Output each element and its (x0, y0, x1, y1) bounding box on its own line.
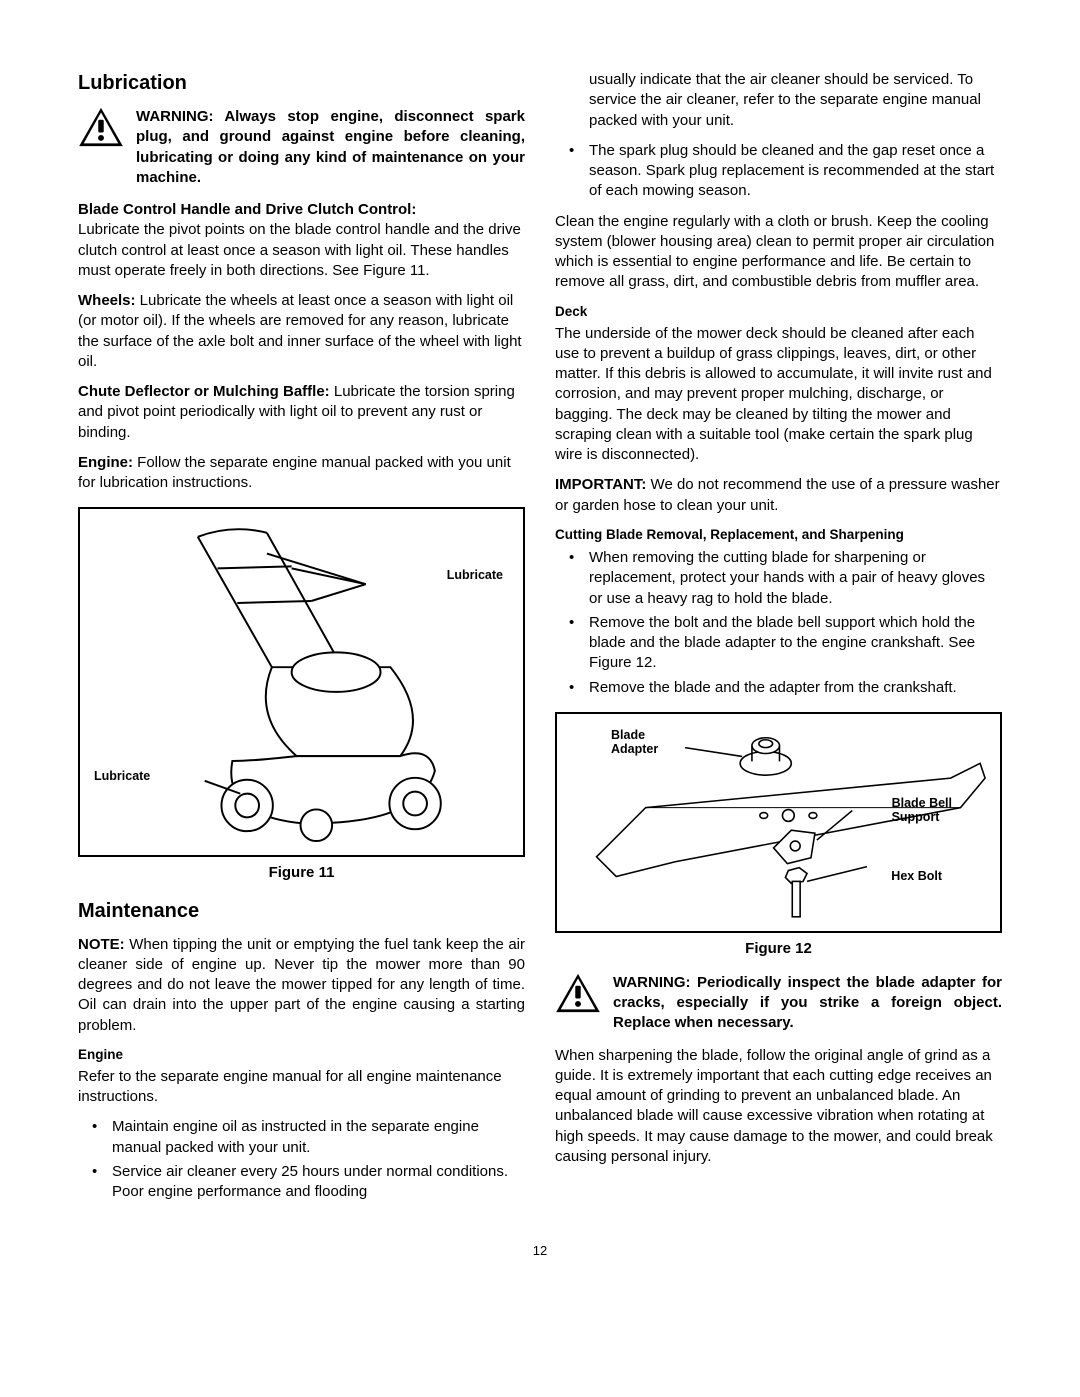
para-deck: The underside of the mower deck should b… (555, 324, 1002, 466)
list-item: Remove the bolt and the blade bell suppo… (555, 613, 1002, 674)
subhead-deck: Deck (555, 303, 1002, 321)
warning-icon (555, 973, 601, 1013)
bold-important: IMPORTANT: (555, 476, 646, 493)
fig11-label-top: Lubricate (447, 567, 503, 584)
para-blade-control: Blade Control Handle and Drive Clutch Co… (78, 200, 525, 281)
label-text: Blade (611, 728, 645, 742)
para-refer-engine: Refer to the separate engine manual for … (78, 1067, 525, 1108)
warning-lubrication: WARNING: Always stop engine, disconnect … (78, 107, 525, 188)
warning-icon (78, 107, 124, 147)
fig11-label-bottom: Lubricate (94, 768, 150, 785)
list-spark: The spark plug should be cleaned and the… (555, 141, 1002, 202)
text-wheels: Lubricate the wheels at least once a sea… (78, 292, 522, 370)
para-chute: Chute Deflector or Mulching Baffle: Lubr… (78, 382, 525, 443)
warning-text-2: WARNING: Periodically inspect the blade … (613, 973, 1002, 1034)
page-number: 12 (78, 1242, 1002, 1260)
subhead-cutting: Cutting Blade Removal, Replacement, and … (555, 526, 1002, 544)
label-text: Support (892, 810, 940, 824)
heading-maintenance: Maintenance (78, 898, 525, 925)
text-blade: Lubricate the pivot points on the blade … (78, 221, 521, 279)
para-note: NOTE: When tipping the unit or emptying … (78, 935, 525, 1036)
para-wheels: Wheels: Lubricate the wheels at least on… (78, 291, 525, 372)
list-engine: Maintain engine oil as instructed in the… (78, 1117, 525, 1202)
para-important: IMPORTANT: We do not recommend the use o… (555, 475, 1002, 516)
figure-12-box: Blade Adapter Blade Bell Support Hex Bol… (555, 712, 1002, 933)
para-sharpen: When sharpening the blade, follow the or… (555, 1046, 1002, 1168)
bold-wheels: Wheels: (78, 292, 136, 309)
figure-11-caption: Figure 11 (78, 863, 525, 883)
bold-engine: Engine: (78, 454, 133, 471)
subhead-engine: Engine (78, 1046, 525, 1064)
list-item: Remove the blade and the adapter from th… (555, 678, 1002, 698)
heading-lubrication: Lubrication (78, 70, 525, 97)
list-cutting: When removing the cutting blade for shar… (555, 548, 1002, 698)
label-text: Blade Bell (892, 796, 952, 810)
list-item: When removing the cutting blade for shar… (555, 548, 1002, 609)
list-item: Maintain engine oil as instructed in the… (78, 1117, 525, 1158)
label-text: Adapter (611, 742, 658, 756)
warning-blade: WARNING: Periodically inspect the blade … (555, 973, 1002, 1034)
figure-11-box: Lubricate Lubricate (78, 507, 525, 857)
list-item: Service air cleaner every 25 hours under… (78, 1162, 525, 1203)
figure-12-caption: Figure 12 (555, 939, 1002, 959)
text-engine: Follow the separate engine manual packed… (78, 454, 511, 491)
right-column: usually indicate that the air cleaner sh… (555, 70, 1002, 1212)
text-note: When tipping the unit or emptying the fu… (78, 936, 525, 1034)
list-item: The spark plug should be cleaned and the… (555, 141, 1002, 202)
fig12-label-bell: Blade Bell Support (892, 796, 952, 825)
bold-chute: Chute Deflector or Mulching Baffle: (78, 383, 330, 400)
left-column: Lubrication WARNING: Always stop engine,… (78, 70, 525, 1212)
para-engine-lube: Engine: Follow the separate engine manua… (78, 453, 525, 494)
para-continuation: usually indicate that the air cleaner sh… (555, 70, 1002, 131)
bold-blade-head: Blade Control Handle and Drive Clutch Co… (78, 201, 416, 218)
para-clean-engine: Clean the engine regularly with a cloth … (555, 212, 1002, 293)
fig12-label-bolt: Hex Bolt (891, 868, 942, 885)
warning-text-1: WARNING: Always stop engine, disconnect … (136, 107, 525, 188)
fig12-label-adapter: Blade Adapter (611, 728, 658, 757)
bold-note: NOTE: (78, 936, 125, 953)
